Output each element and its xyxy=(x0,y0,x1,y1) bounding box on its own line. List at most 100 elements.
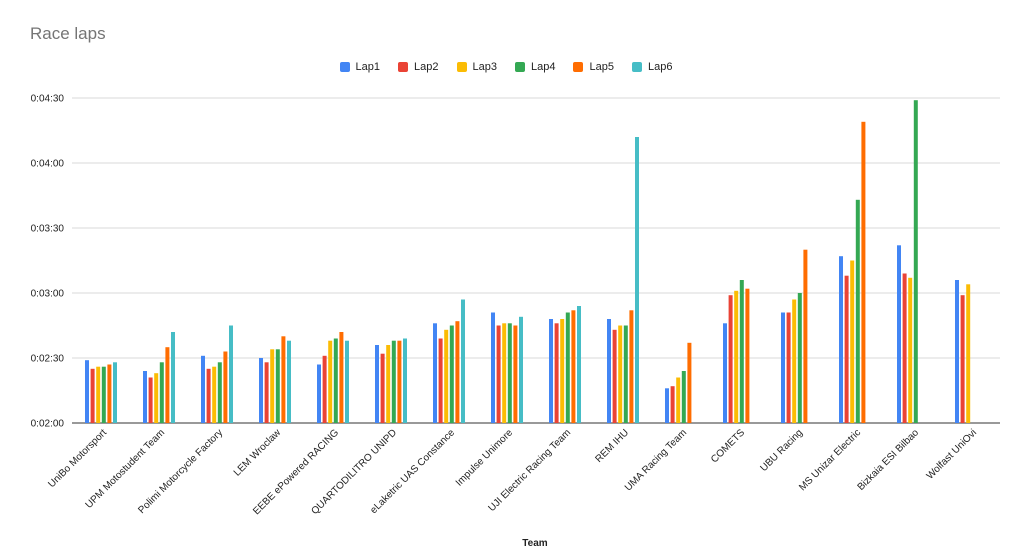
legend-item-lap3[interactable]: Lap3 xyxy=(456,61,497,73)
bar-lap1[interactable] xyxy=(839,256,843,423)
bar-lap1[interactable] xyxy=(143,371,147,423)
y-tick-label: 0:03:30 xyxy=(31,224,65,235)
bar-lap3[interactable] xyxy=(154,373,159,423)
x-tick-label: Wolfast UniOvi xyxy=(925,427,979,481)
bar-lap2[interactable] xyxy=(844,275,849,423)
bar-lap6[interactable] xyxy=(171,332,175,423)
bar-lap6[interactable] xyxy=(345,340,349,423)
bar-lap3[interactable] xyxy=(734,290,739,423)
bar-lap1[interactable] xyxy=(549,319,553,423)
bar-lap2[interactable] xyxy=(496,325,501,424)
bar-lap2[interactable] xyxy=(438,338,443,424)
bar-lap2[interactable] xyxy=(322,355,327,423)
bar-lap1[interactable] xyxy=(317,364,321,424)
bar-lap3[interactable] xyxy=(270,349,275,423)
bar-lap3[interactable] xyxy=(386,345,391,423)
bar-lap3[interactable] xyxy=(212,366,217,423)
bar-lap4[interactable] xyxy=(217,362,222,423)
bar-lap4[interactable] xyxy=(855,199,860,423)
bar-lap3[interactable] xyxy=(328,340,333,423)
bar-lap4[interactable] xyxy=(101,366,106,423)
x-tick-label: LEM Wroclaw xyxy=(232,427,284,479)
bar-lap2[interactable] xyxy=(264,362,269,423)
bar-lap2[interactable] xyxy=(670,386,675,423)
bar-lap3[interactable] xyxy=(444,329,449,423)
bar-lap5[interactable] xyxy=(745,288,750,423)
bar-lap4[interactable] xyxy=(565,312,570,424)
bar-lap5[interactable] xyxy=(107,364,112,424)
bar-lap5[interactable] xyxy=(397,340,402,423)
bar-lap5[interactable] xyxy=(513,325,518,424)
bar-lap6[interactable] xyxy=(403,338,407,424)
bar-lap4[interactable] xyxy=(391,340,396,423)
bar-lap6[interactable] xyxy=(287,340,291,423)
bar-lap4[interactable] xyxy=(507,323,512,423)
bar-lap3[interactable] xyxy=(96,366,101,423)
bar-lap4[interactable] xyxy=(739,280,744,423)
bar-lap6[interactable] xyxy=(635,137,639,423)
bar-lap1[interactable] xyxy=(375,345,379,423)
bar-lap1[interactable] xyxy=(433,323,437,423)
bar-lap5[interactable] xyxy=(165,347,170,423)
bar-lap1[interactable] xyxy=(259,358,263,423)
bar-lap5[interactable] xyxy=(281,336,286,423)
bar-lap4[interactable] xyxy=(159,362,164,423)
bar-lap2[interactable] xyxy=(786,312,791,424)
bar-lap2[interactable] xyxy=(380,353,385,423)
bar-lap2[interactable] xyxy=(902,273,907,424)
bar-lap1[interactable] xyxy=(665,388,669,423)
bar-lap5[interactable] xyxy=(455,321,460,423)
x-tick-label: Impulse Unimore xyxy=(454,427,516,489)
bar-lap1[interactable] xyxy=(723,323,727,423)
bar-lap4[interactable] xyxy=(275,349,280,423)
bar-lap1[interactable] xyxy=(781,312,785,424)
bar-lap2[interactable] xyxy=(960,295,965,423)
bar-lap4[interactable] xyxy=(449,325,454,424)
bar-lap1[interactable] xyxy=(491,312,495,424)
bar-lap5[interactable] xyxy=(629,310,634,423)
bar-lap4[interactable] xyxy=(913,100,918,423)
gridlines xyxy=(72,97,1000,424)
bar-series xyxy=(85,100,971,424)
bar-lap4[interactable] xyxy=(333,338,338,424)
bar-lap6[interactable] xyxy=(519,316,523,423)
legend-item-lap4[interactable]: Lap4 xyxy=(515,61,555,73)
bar-lap4[interactable] xyxy=(681,371,686,423)
bar-lap5[interactable] xyxy=(223,351,228,424)
legend-item-lap5[interactable]: Lap5 xyxy=(573,61,614,73)
bar-lap6[interactable] xyxy=(577,306,581,423)
bar-lap5[interactable] xyxy=(687,342,692,423)
bar-lap3[interactable] xyxy=(908,277,913,423)
legend-item-lap1[interactable]: Lap1 xyxy=(339,61,380,73)
bar-lap3[interactable] xyxy=(676,377,681,424)
bar-lap3[interactable] xyxy=(618,325,623,424)
bar-lap6[interactable] xyxy=(113,362,117,423)
bar-lap5[interactable] xyxy=(339,332,344,423)
legend-item-lap6[interactable]: Lap6 xyxy=(631,61,672,73)
bar-lap1[interactable] xyxy=(955,280,959,423)
bar-lap1[interactable] xyxy=(607,319,611,423)
bar-lap1[interactable] xyxy=(201,355,205,423)
bar-lap2[interactable] xyxy=(728,295,733,423)
bar-lap2[interactable] xyxy=(206,368,211,423)
bar-lap2[interactable] xyxy=(90,368,95,423)
bar-lap3[interactable] xyxy=(966,284,971,423)
bar-lap3[interactable] xyxy=(792,299,797,424)
bar-lap4[interactable] xyxy=(623,325,628,424)
bar-lap5[interactable] xyxy=(861,121,866,424)
bar-lap3[interactable] xyxy=(502,323,507,423)
legend-swatch xyxy=(456,62,467,72)
bar-lap2[interactable] xyxy=(148,377,153,424)
bar-lap4[interactable] xyxy=(797,293,802,423)
bar-lap5[interactable] xyxy=(571,310,576,423)
bar-lap5[interactable] xyxy=(803,249,808,423)
bar-lap3[interactable] xyxy=(850,260,855,424)
legend-item-lap2[interactable]: Lap2 xyxy=(398,61,439,73)
bar-lap2[interactable] xyxy=(554,323,559,423)
bar-lap6[interactable] xyxy=(229,325,233,424)
bar-lap1[interactable] xyxy=(85,360,89,423)
bar-lap6[interactable] xyxy=(461,299,465,424)
bar-lap2[interactable] xyxy=(612,329,617,423)
bar-lap1[interactable] xyxy=(897,245,901,423)
bar-lap3[interactable] xyxy=(560,319,565,423)
